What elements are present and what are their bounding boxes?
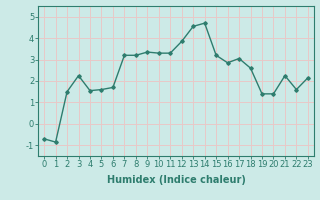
X-axis label: Humidex (Indice chaleur): Humidex (Indice chaleur) <box>107 175 245 185</box>
